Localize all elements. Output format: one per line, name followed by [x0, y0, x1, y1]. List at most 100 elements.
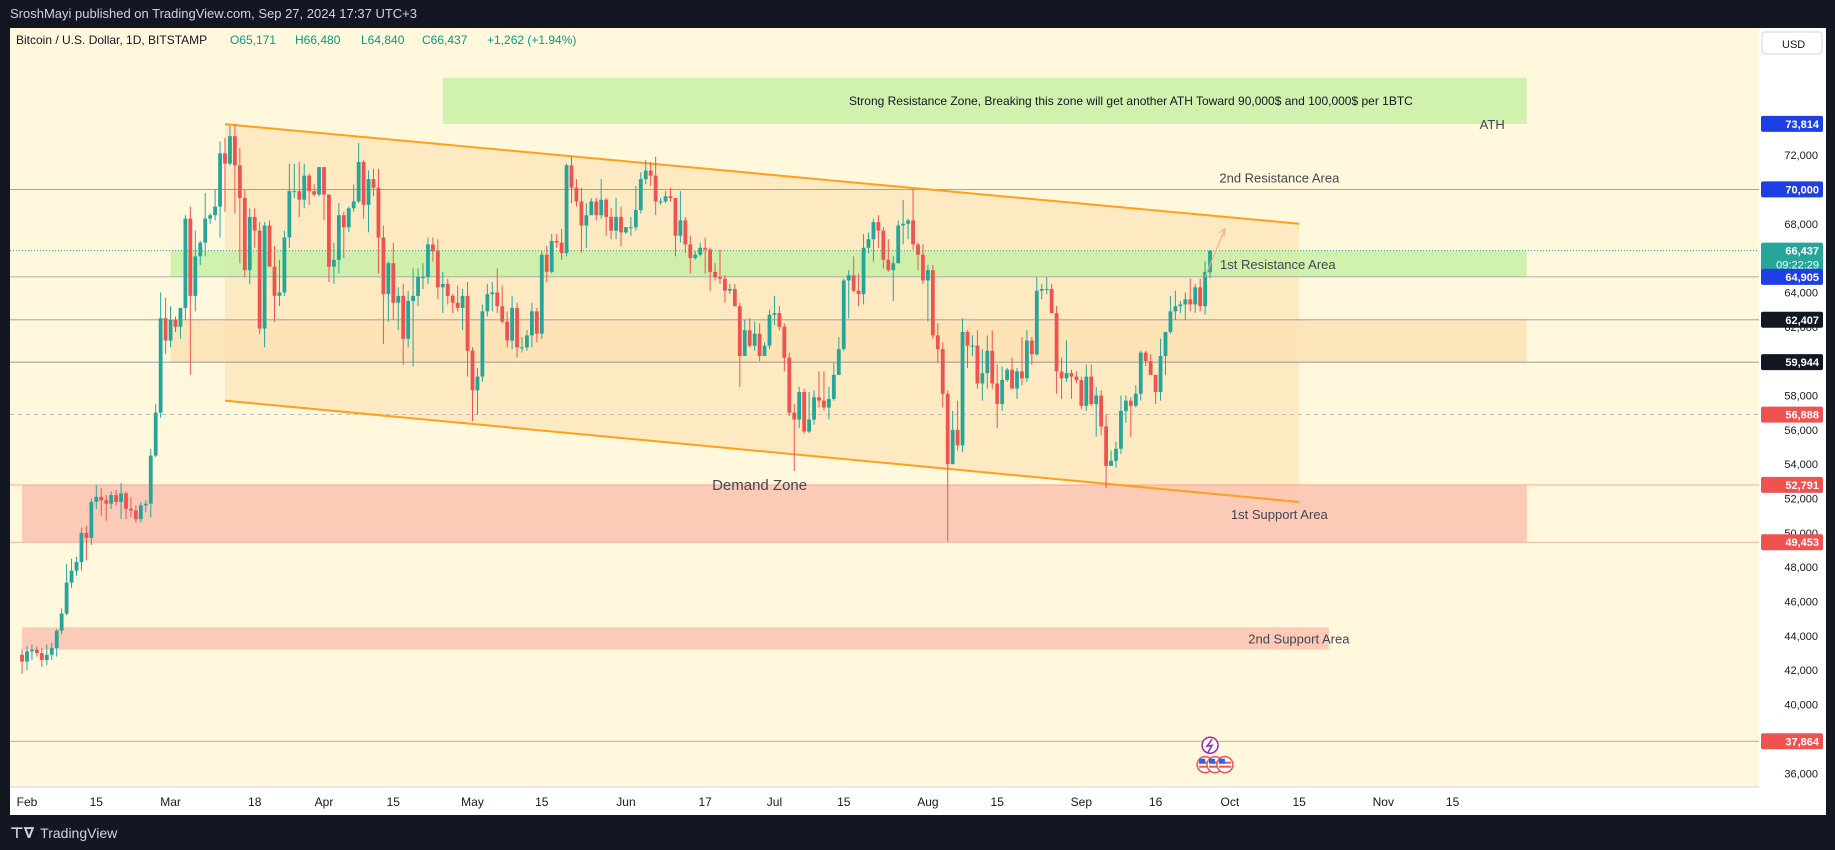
candle-body: [435, 251, 440, 288]
candle: [460, 289, 465, 331]
candle-body: [138, 505, 143, 520]
candle: [1049, 283, 1054, 314]
candle: [312, 184, 316, 197]
candle-body: [752, 333, 757, 346]
tradingview-logo-icon[interactable]: ⊤∇: [10, 824, 35, 842]
strong-resistance-label: Strong Resistance Zone, Breaking this zo…: [849, 94, 1413, 108]
candle: [485, 283, 490, 317]
candle-body: [658, 201, 663, 203]
y-tick-label: 42,000: [1784, 665, 1818, 677]
candle: [1119, 395, 1123, 454]
footer-brand[interactable]: TradingView: [40, 824, 118, 841]
candle: [69, 558, 74, 588]
price-chart[interactable]: Strong Resistance Zone, Breaking this zo…: [10, 28, 1826, 815]
candle-body: [911, 220, 915, 245]
x-tick-label: 15: [837, 795, 851, 809]
price-label: 66,437 09:22:29: [1761, 242, 1823, 273]
candle: [1133, 385, 1138, 408]
candle-body: [975, 345, 980, 384]
ath-label: ATH: [1480, 117, 1505, 132]
candle-body: [624, 227, 628, 233]
candle: [322, 167, 326, 221]
candle-body: [84, 532, 89, 539]
candle: [361, 160, 366, 219]
y-axis[interactable]: 36,00038,00040,00042,00044,00046,00048,0…: [1761, 116, 1823, 781]
candle-body: [1148, 361, 1153, 375]
candle: [153, 404, 158, 458]
candle: [1104, 414, 1108, 489]
candle-body: [906, 220, 910, 224]
us-flag-canton: [1199, 758, 1206, 764]
candle-body: [104, 500, 109, 504]
candle-body: [708, 249, 712, 272]
candle: [431, 237, 435, 262]
candle-body: [44, 654, 49, 660]
candle-body: [124, 493, 128, 509]
candle: [198, 240, 203, 265]
candle-body: [148, 455, 153, 504]
candle-body: [59, 613, 64, 631]
candle-body: [218, 153, 222, 207]
candle: [386, 261, 391, 322]
candle-body: [797, 392, 802, 420]
candle-body: [213, 206, 217, 216]
zone-demand: [22, 484, 1527, 543]
candle-body: [1208, 250, 1212, 273]
candle: [891, 256, 896, 302]
candle-body: [99, 496, 104, 501]
candle: [950, 410, 955, 465]
candle: [906, 218, 910, 240]
candle: [728, 283, 732, 295]
candle-body: [411, 295, 415, 302]
candle: [237, 148, 242, 264]
candle: [188, 206, 193, 375]
candle-body: [94, 496, 99, 502]
y-tick-label: 48,000: [1784, 562, 1818, 574]
candle-body: [851, 275, 856, 291]
candle: [247, 208, 252, 284]
price-label-box: [1761, 733, 1823, 750]
currency-button[interactable]: [1761, 31, 1823, 55]
candle: [703, 237, 708, 274]
y-tick-label: 36,000: [1784, 768, 1818, 780]
candle: [500, 285, 505, 324]
candle: [836, 337, 841, 375]
candle-body: [426, 244, 430, 277]
candle-body: [594, 201, 599, 216]
candle: [455, 285, 460, 312]
candle: [530, 302, 534, 348]
x-axis[interactable]: Feb 15 Mar 18 Apr 15 May 15 Jun 17 Jul 15 Aug 15 Sep 16…: [10, 786, 1759, 815]
candle-body: [1029, 340, 1034, 355]
candle-body: [1020, 371, 1024, 379]
price-label-value: 49,453: [1785, 537, 1819, 549]
level-lines-layer: [10, 189, 1759, 742]
candle-body: [782, 326, 787, 358]
candle-body: [723, 278, 727, 291]
candle-body: [1049, 289, 1054, 314]
candle-body: [1153, 374, 1158, 393]
price-label-value: 66,437: [1785, 246, 1819, 258]
candle: [74, 556, 79, 576]
candle-body: [1173, 306, 1178, 312]
candle-body: [559, 242, 564, 253]
candle: [163, 297, 168, 355]
candle: [35, 646, 39, 657]
candle-body: [356, 161, 361, 202]
candle: [1084, 364, 1089, 411]
candle-body: [831, 374, 836, 399]
candle: [772, 295, 777, 326]
zone-second_support: [22, 627, 1329, 650]
candle: [336, 203, 341, 274]
candle-body: [20, 654, 24, 662]
candle-body: [401, 295, 406, 339]
candle: [525, 330, 529, 351]
candle-body: [1124, 400, 1128, 411]
candle: [119, 483, 123, 520]
candle: [817, 371, 821, 408]
candle-body: [173, 319, 178, 327]
candle: [25, 646, 29, 671]
candle-body: [1109, 460, 1113, 466]
candle-body: [1183, 299, 1188, 305]
candle-body: [861, 247, 866, 295]
candle-body: [450, 295, 455, 303]
